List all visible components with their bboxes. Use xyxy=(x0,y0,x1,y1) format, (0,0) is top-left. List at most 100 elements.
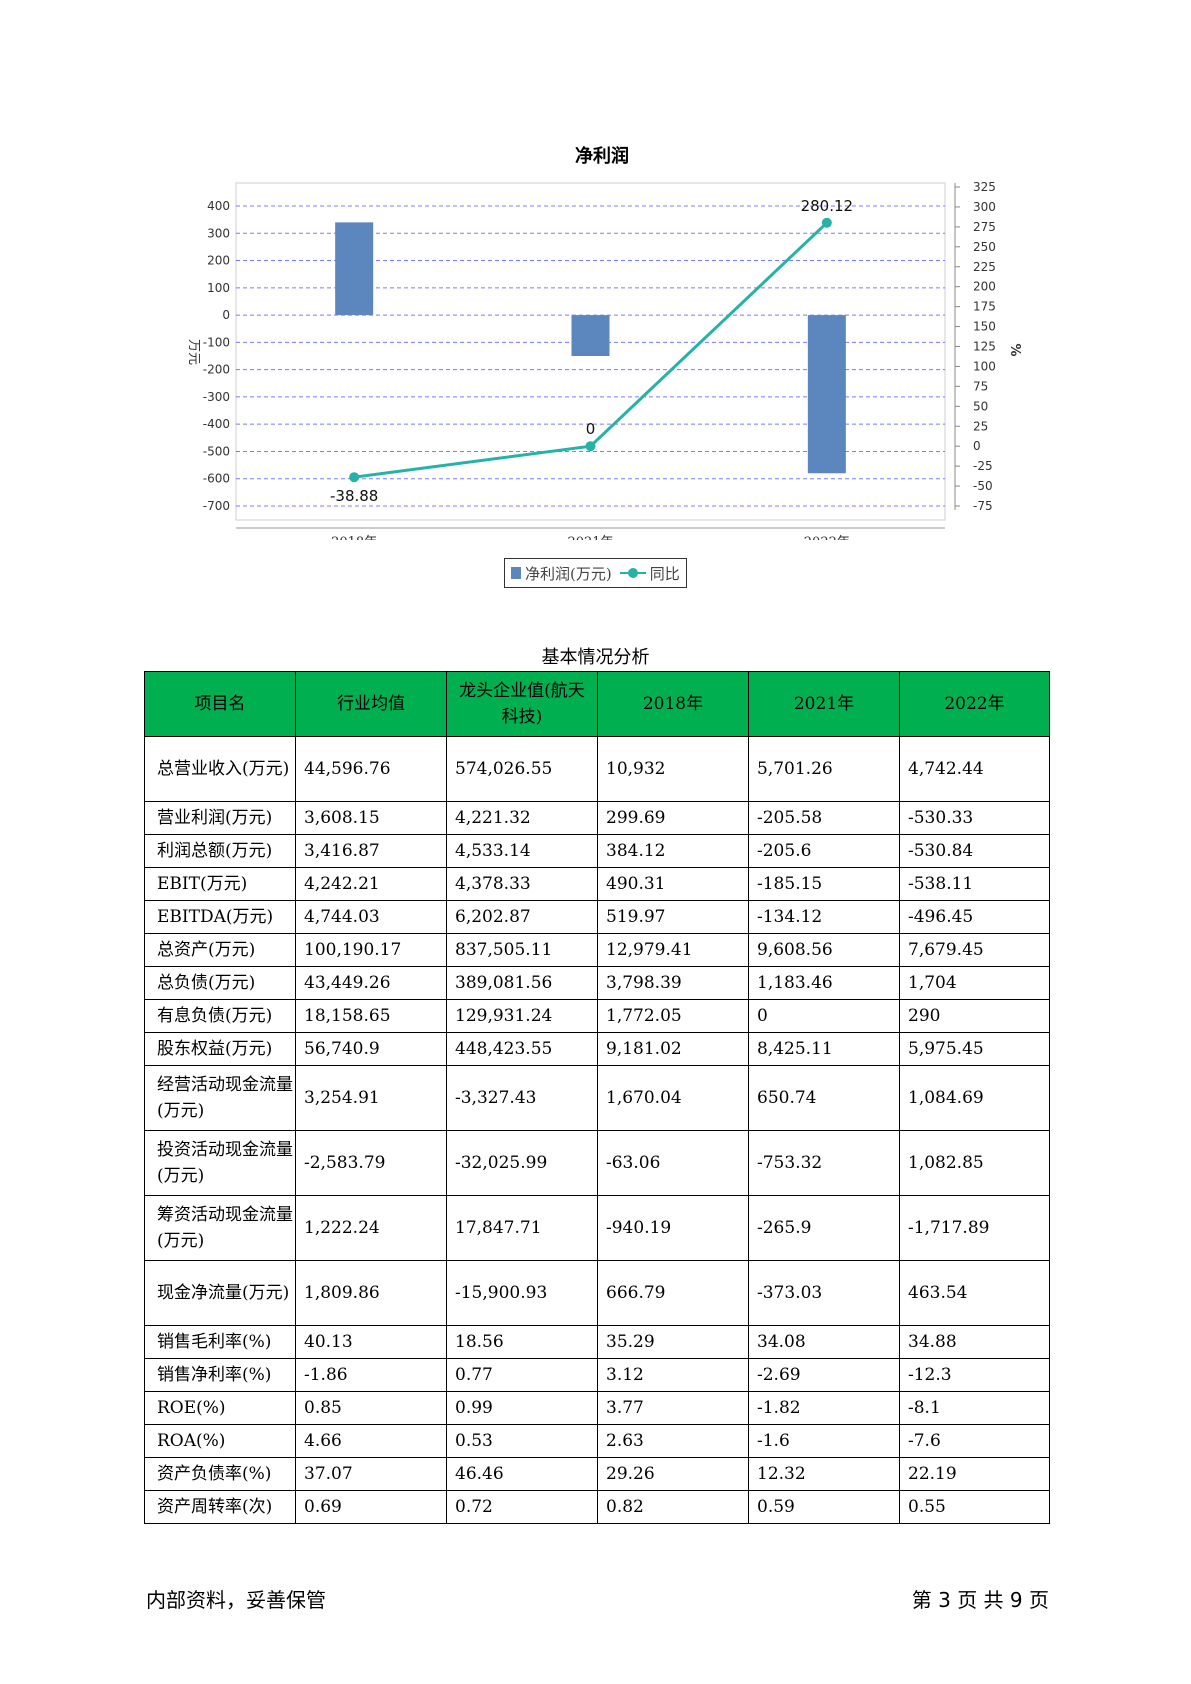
y-tick-label: -500 xyxy=(203,444,230,458)
data-label-yoy: -38.88 xyxy=(330,487,378,505)
table-row: 资产负债率(%) 37.07 46.46 29.26 12.32 22.19 xyxy=(144,1457,1050,1491)
row-item-name: 总资产(万元) xyxy=(144,933,296,967)
table-cell: 490.31 xyxy=(597,867,749,901)
table-cell: 3,416.87 xyxy=(295,834,447,868)
y2-tick-label: 275 xyxy=(973,220,996,234)
row-item-name: 经营活动现金流量(万元) xyxy=(144,1065,296,1131)
y2-tick-label: 300 xyxy=(973,200,996,214)
row-item-name: 营业利润(万元) xyxy=(144,801,296,835)
table-cell: -265.9 xyxy=(748,1195,900,1261)
table-cell: 0.72 xyxy=(446,1490,598,1524)
table-cell: 35.29 xyxy=(597,1325,749,1359)
table-cell: 1,183.46 xyxy=(748,966,900,1000)
table-cell: 0.85 xyxy=(295,1391,447,1425)
header-item-name: 项目名 xyxy=(144,671,296,737)
table-cell: 3,608.15 xyxy=(295,801,447,835)
header-2021: 2021年 xyxy=(748,671,900,737)
table-cell: 4,742.44 xyxy=(899,736,1050,802)
table-cell: 4,533.14 xyxy=(446,834,598,868)
y2-tick-label: 175 xyxy=(973,300,996,314)
row-item-name: 有息负债(万元) xyxy=(144,999,296,1033)
chart-title: 净利润 xyxy=(575,145,629,167)
table-cell: -940.19 xyxy=(597,1195,749,1261)
table-cell: 34.08 xyxy=(748,1325,900,1359)
table-cell: -1.82 xyxy=(748,1391,900,1425)
table-cell: -2,583.79 xyxy=(295,1130,447,1196)
table-cell: 837,505.11 xyxy=(446,933,598,967)
table-row: EBIT(万元) 4,242.21 4,378.33 490.31 -185.15 -53… xyxy=(144,867,1050,901)
table-cell: 0.82 xyxy=(597,1490,749,1524)
data-label-yoy: 0 xyxy=(586,420,596,438)
header-2018: 2018年 xyxy=(597,671,749,737)
y-tick-label: -700 xyxy=(203,499,230,513)
row-item-name: 股东权益(万元) xyxy=(144,1032,296,1066)
table-cell: 4.66 xyxy=(295,1424,447,1458)
table-cell: 10,932 xyxy=(597,736,749,802)
table-cell: 29.26 xyxy=(597,1457,749,1491)
y2-tick-label: 150 xyxy=(973,320,996,334)
table-caption: 基本情况分析 xyxy=(541,647,650,668)
y-tick-label: -100 xyxy=(203,335,230,349)
header-leader-value: 龙头企业值(航天科技) xyxy=(446,671,598,737)
table-row: ROA(%) 4.66 0.53 2.63 -1.6 -7.6 xyxy=(144,1424,1050,1458)
table-cell: 463.54 xyxy=(899,1260,1050,1326)
table-cell: 12,979.41 xyxy=(597,933,749,967)
row-item-name: 总负债(万元) xyxy=(144,966,296,1000)
table-cell: 46.46 xyxy=(446,1457,598,1491)
table-cell: 0.59 xyxy=(748,1490,900,1524)
table-cell: 0.53 xyxy=(446,1424,598,1458)
table-row: 总负债(万元) 43,449.26 389,081.56 3,798.39 1,183.… xyxy=(144,966,1050,1000)
table-cell: -3,327.43 xyxy=(446,1065,598,1131)
table-cell: 448,423.55 xyxy=(446,1032,598,1066)
legend-label-yoy: 同比 xyxy=(649,564,680,583)
footer-confidential: 内部资料，妥善保管 xyxy=(146,1588,326,1612)
y2-tick-label: 225 xyxy=(973,260,996,274)
point-yoy xyxy=(585,441,596,452)
row-item-name: 销售毛利率(%) xyxy=(144,1325,296,1359)
table-cell: 3,798.39 xyxy=(597,966,749,1000)
table-cell: 1,084.69 xyxy=(899,1065,1050,1131)
table-cell: 4,744.03 xyxy=(295,900,447,934)
y-tick-label: 300 xyxy=(207,226,230,240)
table-cell: 4,378.33 xyxy=(446,867,598,901)
table-cell: 37.07 xyxy=(295,1457,447,1491)
table-cell: 40.13 xyxy=(295,1325,447,1359)
table-cell: 18.56 xyxy=(446,1325,598,1359)
y2-tick-label: 325 xyxy=(973,180,996,194)
table-cell: 17,847.71 xyxy=(446,1195,598,1261)
table-row: 利润总额(万元) 3,416.87 4,533.14 384.12 -205.6 -530… xyxy=(144,834,1050,868)
footer-page-number: 第 3 页 共 9 页 xyxy=(911,1588,1049,1612)
table-cell: 0.69 xyxy=(295,1490,447,1524)
x-tick-label: 2022年 xyxy=(804,535,850,540)
bar-net-profit xyxy=(807,315,846,474)
table-cell: 9,608.56 xyxy=(748,933,900,967)
table-cell: 1,082.85 xyxy=(899,1130,1050,1196)
table-cell: 1,704 xyxy=(899,966,1050,1000)
table-header-row: 项目名 行业均值 龙头企业值(航天科技) 2018年 2021年 2022年 xyxy=(144,671,1050,737)
table-row: 筹资活动现金流量(万元) 1,222.24 17,847.71 -940.19 -265… xyxy=(144,1195,1050,1261)
table-cell: 5,975.45 xyxy=(899,1032,1050,1066)
table-cell: -134.12 xyxy=(748,900,900,934)
table-cell: 1,809.86 xyxy=(295,1260,447,1326)
table-cell: 129,931.24 xyxy=(446,999,598,1033)
table-row: 总资产(万元) 100,190.17 837,505.11 12,979.41 9,60… xyxy=(144,933,1050,967)
y-tick-label: -600 xyxy=(203,472,230,486)
table-cell: -12.3 xyxy=(899,1358,1050,1392)
y2-tick-label: 125 xyxy=(973,340,996,354)
table-cell: 4,242.21 xyxy=(295,867,447,901)
table-cell: 3.77 xyxy=(597,1391,749,1425)
chart-legend: 净利润(万元) 同比 xyxy=(504,558,687,588)
table-cell: 1,222.24 xyxy=(295,1195,447,1261)
y-tick-label: -400 xyxy=(203,417,230,431)
table-cell: 1,670.04 xyxy=(597,1065,749,1131)
table-cell: 6,202.87 xyxy=(446,900,598,934)
table-cell: -538.11 xyxy=(899,867,1050,901)
table-cell: -8.1 xyxy=(899,1391,1050,1425)
table-row: 销售毛利率(%) 40.13 18.56 35.29 34.08 34.88 xyxy=(144,1325,1050,1359)
table-cell: -205.6 xyxy=(748,834,900,868)
y2-tick-label: 250 xyxy=(973,240,996,254)
y2-axis-title: % xyxy=(1007,343,1022,356)
table-row: EBITDA(万元) 4,744.03 6,202.87 519.97 -134.12-… xyxy=(144,900,1050,934)
table-cell: 5,701.26 xyxy=(748,736,900,802)
y-tick-label: 100 xyxy=(207,281,230,295)
